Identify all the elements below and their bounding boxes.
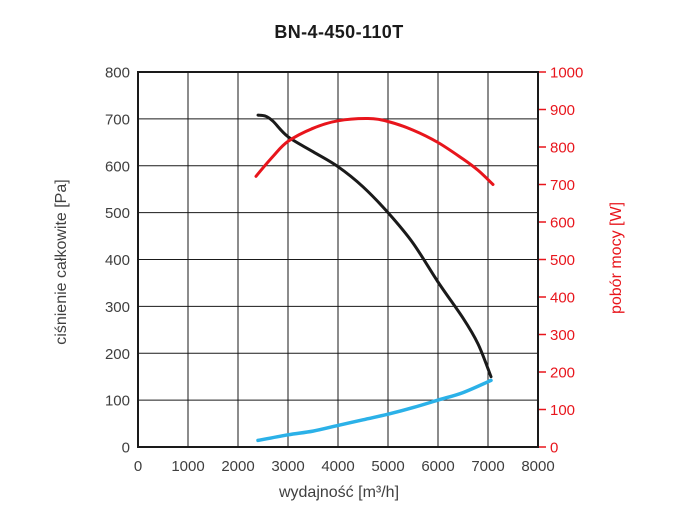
left-y-tick-label: 700 — [105, 111, 130, 128]
right-y-tick-label: 300 — [550, 327, 575, 344]
chart-title: BN-4-450-110T — [274, 22, 404, 42]
x-tick-label: 3000 — [271, 458, 304, 475]
plot-border — [137, 71, 539, 448]
left-y-tick-label: 100 — [105, 393, 130, 410]
x-tick-label: 6000 — [421, 458, 454, 475]
left-y-tick-label: 0 — [122, 440, 130, 457]
x-tick-label: 0 — [134, 458, 142, 475]
x-tick-label: 8000 — [521, 458, 554, 475]
x-tick-label: 5000 — [371, 458, 404, 475]
x-axis-label: wydajność [m³/h] — [278, 484, 400, 501]
blue-curve — [256, 378, 493, 443]
right-y-tick-label: 500 — [550, 252, 575, 269]
left-y-tick-label: 400 — [105, 252, 130, 269]
left-y-tick-label: 800 — [105, 65, 130, 82]
x-tick-label: 1000 — [171, 458, 204, 475]
left-axis-label: ciśnienie całkowite [Pa] — [53, 179, 70, 345]
left-y-tick-label: 300 — [105, 299, 130, 316]
x-tick-label: 2000 — [221, 458, 254, 475]
x-tick-label: 4000 — [321, 458, 354, 475]
right-y-tick-label: 100 — [550, 402, 575, 419]
right-y-tick-label: 1000 — [550, 65, 583, 82]
left-y-tick-label: 200 — [105, 346, 130, 363]
right-axis-label: pobór mocy [W] — [608, 201, 625, 315]
black-curve-total-pressure — [256, 113, 493, 379]
left-y-tick-label: 500 — [105, 205, 130, 222]
right-y-tick-label: 900 — [550, 102, 575, 119]
right-y-tick-label: 400 — [550, 290, 575, 307]
right-y-tick-label: 200 — [550, 365, 575, 382]
right-y-tick-label: 800 — [550, 140, 575, 157]
red-curve-power-input — [254, 116, 495, 186]
right-y-tick-label: 600 — [550, 215, 575, 232]
right-y-tick-label: 700 — [550, 177, 575, 194]
right-y-tick-label: 0 — [550, 440, 558, 457]
left-y-tick-label: 600 — [105, 158, 130, 175]
x-tick-label: 7000 — [471, 458, 504, 475]
